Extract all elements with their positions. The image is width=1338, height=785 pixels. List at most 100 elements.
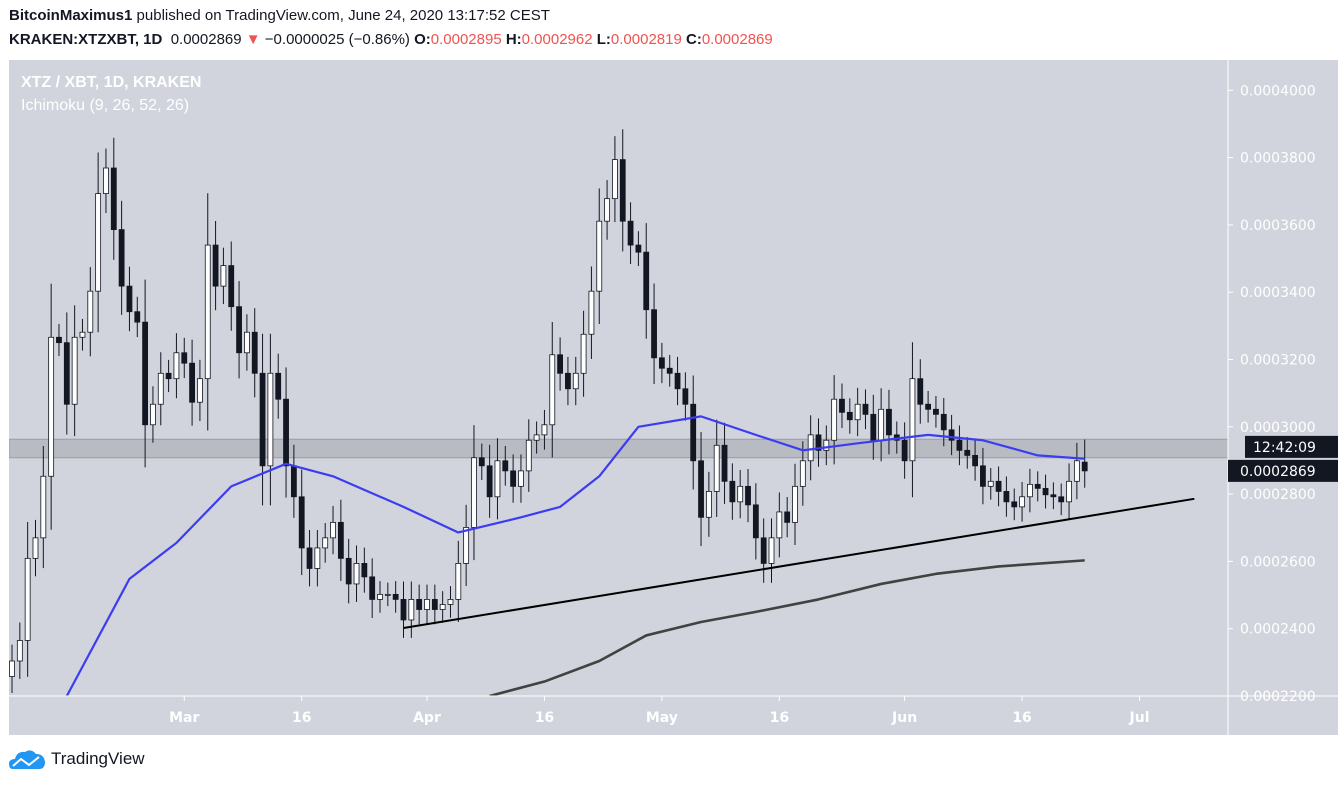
down-triangle-icon: ▼ bbox=[245, 31, 261, 48]
chart-panel[interactable]: 0.0004000 0.0003800 0.0003600 0.0003400 0.00… bbox=[9, 60, 1338, 735]
candle bbox=[964, 437, 971, 469]
candle bbox=[424, 584, 430, 625]
candle-body bbox=[63, 342, 70, 405]
candle bbox=[901, 422, 908, 479]
candle-body bbox=[619, 159, 626, 222]
candle bbox=[760, 518, 767, 583]
time-tick-label: Mar bbox=[169, 710, 199, 726]
candle-body bbox=[369, 576, 376, 600]
candle-body bbox=[1066, 480, 1072, 503]
candle-body bbox=[478, 457, 485, 467]
candle bbox=[16, 622, 23, 679]
candle-body bbox=[134, 311, 141, 323]
candle bbox=[972, 440, 978, 481]
candle bbox=[361, 547, 368, 593]
candle-body bbox=[643, 251, 650, 311]
candle-body bbox=[431, 599, 438, 610]
time-tick-label: 16 bbox=[770, 710, 789, 726]
candle bbox=[306, 530, 313, 587]
candle-body bbox=[878, 408, 885, 441]
price-chart[interactable]: 0.0004000 0.0003800 0.0003600 0.0003400 0.00… bbox=[9, 60, 1338, 735]
price-tick-label: 0.0003200 bbox=[1240, 352, 1316, 368]
indicator-legend[interactable]: Ichimoku (9, 26, 52, 26) bbox=[21, 97, 190, 114]
candle bbox=[533, 421, 540, 454]
price-tick-label: 0.0002800 bbox=[1240, 487, 1316, 503]
candle bbox=[1050, 482, 1057, 510]
time-tick-label: 16 bbox=[292, 710, 311, 726]
candle bbox=[236, 281, 242, 379]
candle bbox=[549, 322, 556, 458]
candle-body bbox=[674, 372, 681, 390]
low-label: L: bbox=[596, 31, 611, 48]
candle-body bbox=[1073, 460, 1080, 482]
blue-moving-line bbox=[65, 415, 1085, 696]
candle bbox=[831, 375, 838, 465]
candle-body bbox=[236, 306, 242, 354]
candle-body bbox=[745, 485, 751, 506]
candle bbox=[776, 492, 783, 558]
price-tick-label: 0.0002200 bbox=[1240, 689, 1316, 705]
countdown-label-bg bbox=[1245, 435, 1338, 458]
candle-body bbox=[980, 465, 986, 487]
candle bbox=[729, 463, 736, 520]
candle bbox=[1073, 442, 1080, 500]
candle bbox=[345, 538, 352, 604]
candle bbox=[447, 586, 454, 618]
candle-body bbox=[933, 408, 939, 415]
candle-body bbox=[40, 475, 47, 539]
candle-body bbox=[471, 457, 477, 528]
time-tick-label: Apr bbox=[413, 710, 441, 726]
time-tick-label: Jun bbox=[891, 710, 917, 726]
candle-body bbox=[1050, 494, 1057, 498]
candle-body bbox=[48, 336, 55, 477]
price-tick-label: 0.0003000 bbox=[1240, 420, 1316, 436]
change: −0.0000025 (−0.86%) bbox=[264, 31, 410, 48]
author[interactable]: BitcoinMaximus1 bbox=[9, 7, 133, 24]
candle-body bbox=[1019, 496, 1025, 508]
candle bbox=[471, 425, 477, 561]
candle-body bbox=[181, 352, 188, 364]
candle bbox=[1034, 471, 1041, 502]
brand-name[interactable]: TradingView bbox=[51, 749, 145, 768]
grey-moving-line bbox=[489, 559, 1085, 696]
candle bbox=[40, 446, 47, 569]
candle bbox=[165, 359, 172, 393]
candle bbox=[63, 312, 70, 435]
candle bbox=[400, 581, 407, 638]
candle-body bbox=[337, 521, 344, 559]
price-tick-label: 0.0003800 bbox=[1240, 151, 1316, 167]
candle-body bbox=[1027, 483, 1033, 498]
candle bbox=[463, 504, 470, 586]
candle bbox=[784, 497, 791, 538]
candle bbox=[674, 356, 681, 406]
last-price: 0.0002869 bbox=[170, 31, 242, 48]
candle bbox=[854, 387, 861, 437]
candle bbox=[658, 342, 665, 384]
candle-body bbox=[16, 640, 23, 662]
candle bbox=[948, 414, 955, 456]
candle bbox=[283, 367, 289, 498]
candle-body bbox=[940, 413, 947, 431]
candle-body bbox=[964, 449, 971, 456]
candle-body bbox=[330, 521, 336, 539]
ascending-trendline bbox=[403, 497, 1195, 630]
candle-body bbox=[220, 265, 227, 287]
high-label: H: bbox=[505, 31, 522, 48]
candle-body bbox=[956, 439, 963, 451]
candle-body bbox=[549, 354, 556, 426]
candle-body bbox=[987, 480, 994, 487]
candle bbox=[627, 202, 634, 265]
candle-body bbox=[56, 336, 62, 344]
candle bbox=[369, 558, 376, 618]
candle-body bbox=[150, 403, 156, 426]
candle bbox=[416, 584, 423, 625]
candle bbox=[322, 523, 329, 563]
candle-body bbox=[345, 557, 352, 585]
candle-body bbox=[909, 378, 916, 462]
candle-body bbox=[901, 439, 908, 462]
chart-legend-title: XTZ / XBT, 1D, KRAKEN bbox=[21, 74, 202, 91]
candle bbox=[259, 333, 266, 506]
price-tick-label: 0.0002400 bbox=[1240, 622, 1316, 638]
candle-body bbox=[103, 167, 109, 194]
candle bbox=[933, 396, 939, 428]
